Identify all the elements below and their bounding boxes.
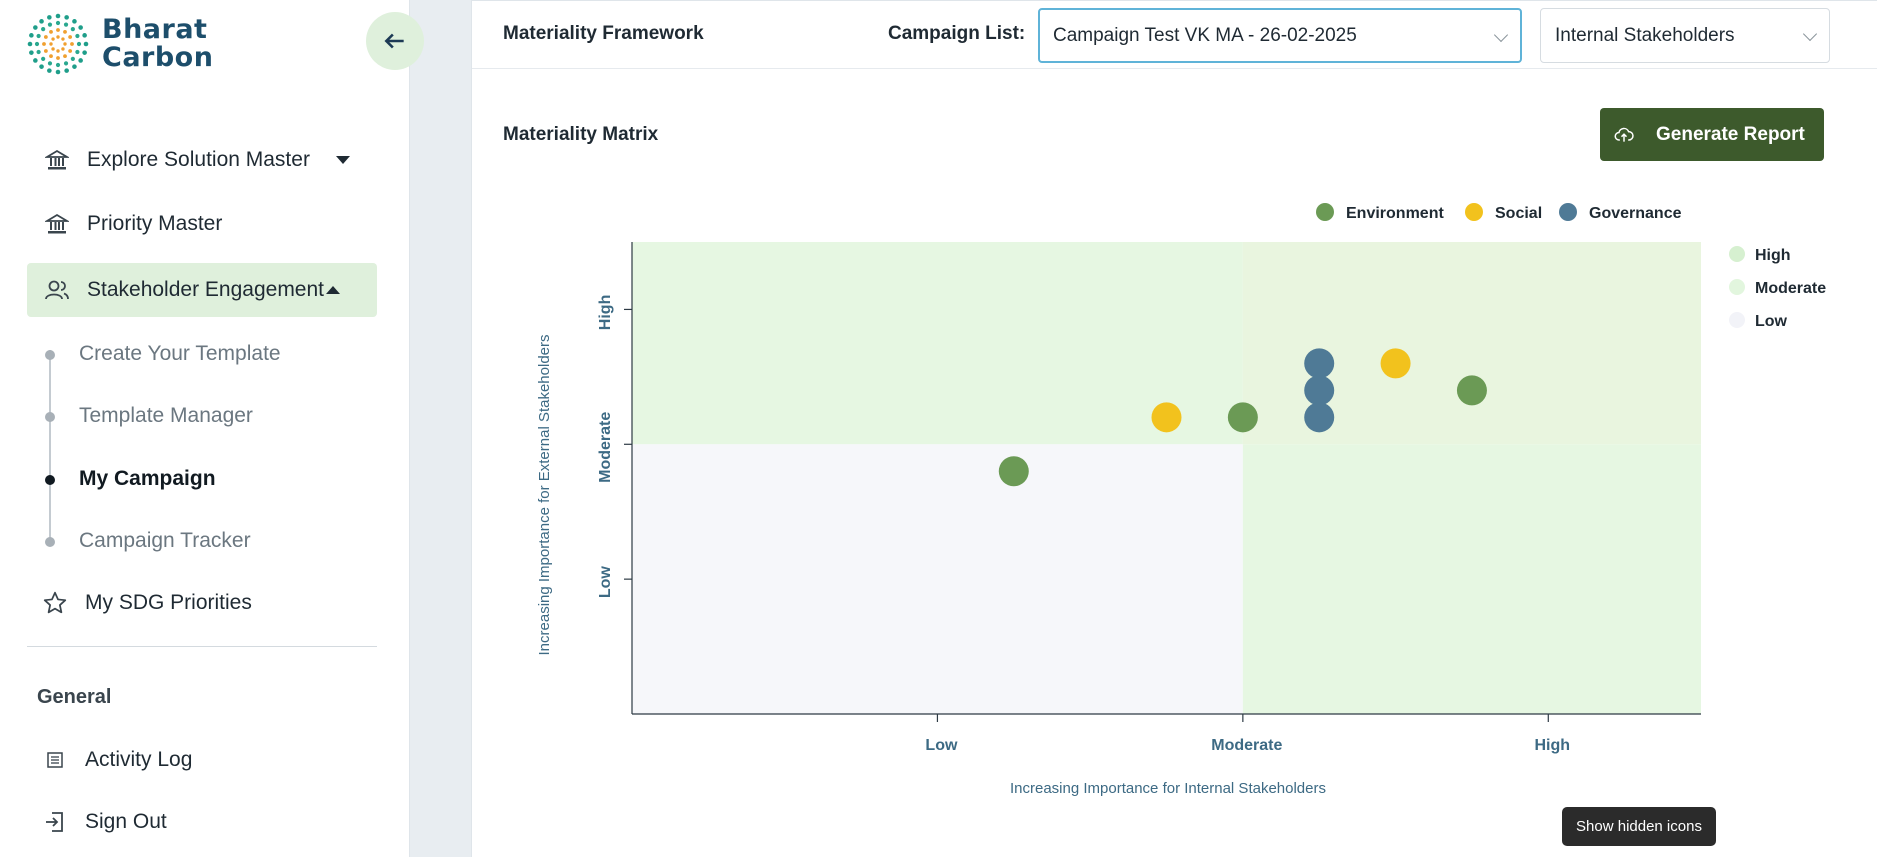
legend-marker: [1559, 203, 1577, 221]
subtree-line: [49, 350, 51, 540]
campaign-select[interactable]: Campaign Test VK MA - 26-02-2025: [1038, 8, 1522, 63]
bank-icon: [43, 210, 71, 238]
nav-stakeholder-engagement[interactable]: Stakeholder Engagement: [27, 263, 377, 317]
framework-topbar: Materiality Framework Campaign List: Cam…: [472, 1, 1877, 69]
sidebar-divider: [27, 646, 377, 647]
y-tick-label: Low: [597, 566, 614, 599]
chevron-down-icon[interactable]: [335, 156, 350, 164]
bank-icon: [43, 146, 71, 174]
stakeholder-select-value: Internal Stakeholders: [1555, 24, 1735, 46]
campaign-list-label: Campaign List:: [888, 23, 1026, 44]
chevron-down-icon: [1493, 27, 1509, 43]
legend-marker: [1465, 203, 1483, 221]
zone-legend-label: Low: [1755, 313, 1788, 330]
zone-legend-marker: [1729, 279, 1745, 295]
x-tick-label: High: [1535, 737, 1571, 754]
generate-report-label: Generate Report: [1656, 123, 1805, 145]
brand-logo[interactable]: Bharat Carbon: [26, 12, 213, 76]
x-axis-title: Increasing Importance for Internal Stake…: [1010, 780, 1326, 797]
brand-line2: Carbon: [102, 42, 214, 73]
users-icon: [43, 276, 71, 304]
legend-label: Social: [1495, 205, 1542, 222]
tree-dot: [45, 537, 55, 547]
nav-label: Activity Log: [85, 748, 193, 771]
legend-label: Environment: [1346, 205, 1444, 222]
chevron-down-icon: [1802, 26, 1818, 42]
nav-sign-out[interactable]: Sign Out: [27, 796, 377, 848]
arrow-left-icon: [384, 33, 404, 49]
sub-item-campaign-tracker[interactable]: Campaign Tracker: [79, 529, 251, 552]
zone-legend-label: Moderate: [1755, 280, 1826, 297]
content-gutter: [410, 0, 442, 857]
sidebar: Bharat Carbon Explore Solution Master Pr…: [0, 0, 410, 857]
sign-out-icon: [41, 808, 69, 836]
zone-low: [632, 444, 1243, 714]
chevron-up-icon[interactable]: [326, 286, 340, 294]
zone-moderate: [632, 242, 1243, 445]
tree-dot-current: [45, 475, 55, 485]
zone-legend-marker: [1729, 246, 1745, 262]
x-tick-label: Low: [925, 737, 958, 754]
show-hidden-icons-tooltip: Show hidden icons: [1562, 807, 1716, 846]
logo-mark-icon: [27, 13, 89, 75]
nav-activity-log[interactable]: Activity Log: [27, 734, 377, 786]
star-icon: [41, 589, 69, 617]
nav-label: Sign Out: [85, 810, 167, 833]
nav-label: Priority Master: [87, 212, 223, 235]
materiality-matrix-chart: Low Moderate High Low Moderate High Environme…: [536, 203, 1826, 797]
x-tick-label: Moderate: [1211, 737, 1282, 754]
zone-moderate: [1242, 444, 1701, 714]
data-point-environment: [1456, 375, 1487, 406]
cloud-upload-icon: [1614, 127, 1634, 142]
sub-item-create-template[interactable]: Create Your Template: [79, 342, 281, 365]
nav-explore-solution-master[interactable]: Explore Solution Master: [27, 134, 377, 186]
section-label-general: General: [37, 686, 112, 708]
data-point-social: [1380, 348, 1411, 379]
brand-line1: Bharat: [102, 14, 208, 45]
legend-marker: [1316, 203, 1334, 221]
data-point-governance: [1304, 348, 1335, 379]
sub-item-template-manager[interactable]: Template Manager: [79, 404, 253, 427]
campaign-select-value: Campaign Test VK MA - 26-02-2025: [1053, 24, 1357, 46]
data-point-environment: [998, 456, 1029, 487]
matrix-title: Materiality Matrix: [503, 124, 659, 145]
tree-dot: [45, 350, 55, 360]
tree-dot: [45, 412, 55, 422]
y-axis-title: Increasing Importance for External Stake…: [536, 335, 553, 656]
y-tick-label: Moderate: [597, 412, 614, 483]
stakeholder-select[interactable]: Internal Stakeholders: [1540, 8, 1830, 63]
nav-label: Stakeholder Engagement: [87, 278, 324, 301]
data-point-governance: [1304, 375, 1335, 406]
y-tick-label: High: [597, 295, 614, 331]
generate-report-button[interactable]: Generate Report: [1600, 108, 1824, 161]
data-point-social: [1151, 402, 1182, 433]
log-icon: [41, 746, 69, 774]
brand-name: Bharat Carbon: [102, 16, 213, 72]
legend-label: Governance: [1589, 205, 1682, 222]
nav-label: My SDG Priorities: [85, 591, 252, 614]
data-point-environment: [1227, 402, 1258, 433]
data-point-governance: [1304, 402, 1335, 433]
sub-item-my-campaign[interactable]: My Campaign: [79, 467, 216, 490]
nav-priority-master[interactable]: Priority Master: [27, 198, 377, 250]
zone-legend-label: High: [1755, 247, 1791, 264]
nav-label: Explore Solution Master: [87, 148, 310, 171]
page-title: Materiality Framework: [503, 23, 704, 44]
nav-my-sdg-priorities[interactable]: My SDG Priorities: [27, 577, 377, 629]
zone-legend-marker: [1729, 312, 1745, 328]
collapse-sidebar-button[interactable]: [366, 12, 424, 70]
